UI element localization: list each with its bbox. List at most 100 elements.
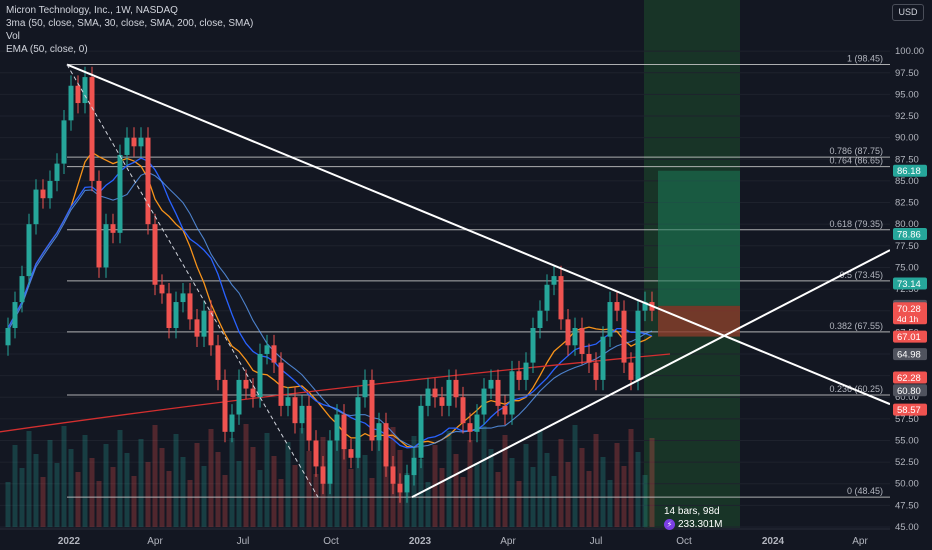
price-label-bg [893, 371, 927, 384]
volume-bar [26, 431, 32, 527]
x-tick-label: Apr [852, 536, 868, 547]
candle-body [537, 310, 543, 329]
candle-body [628, 362, 634, 380]
candle-body [201, 310, 207, 337]
legend-ema[interactable]: EMA (50, close, 0) [6, 44, 88, 55]
candle-body [565, 319, 571, 346]
legend-vol[interactable]: Vol [6, 31, 20, 42]
fib-label: 0.786 (87.75) [829, 146, 883, 156]
x-tick-label: Apr [147, 536, 163, 547]
x-tick-label: 2024 [762, 536, 785, 547]
candle-body [362, 379, 368, 398]
candle-body [418, 405, 424, 458]
volume-bar [61, 426, 67, 527]
x-tick-label: 2023 [409, 536, 432, 547]
volume-bar [47, 440, 53, 527]
volume-bar [12, 445, 18, 527]
volume-bar [523, 444, 529, 527]
price-label-bg [893, 384, 927, 397]
candle-body [586, 353, 592, 363]
volume-bar [341, 446, 347, 527]
candle-body [369, 379, 375, 441]
candle-body [544, 284, 550, 311]
candle-body [642, 302, 648, 311]
y-tick-label: 77.50 [895, 241, 919, 252]
price-label-bg [893, 403, 927, 416]
candle-body [145, 137, 151, 225]
candle-body [635, 310, 641, 380]
volume-bar [5, 482, 11, 527]
volume-bar [586, 471, 592, 527]
price-label: 86.18 [897, 166, 921, 177]
candle-body [600, 336, 606, 380]
volume-bar [348, 469, 354, 527]
candle-body [306, 405, 312, 441]
candle-body [243, 379, 249, 389]
candle-body [229, 414, 235, 432]
x-tick-label: Jul [237, 536, 250, 547]
candle-body [593, 362, 599, 380]
volume-bar [257, 470, 263, 527]
volume-bar [565, 462, 571, 527]
fib-label: 0.5 (73.45) [839, 270, 883, 280]
fib-label: 0.382 (67.55) [829, 321, 883, 331]
y-tick-label: 75.00 [895, 262, 919, 273]
volume-bar [159, 448, 165, 527]
candle-body [292, 397, 298, 424]
volume-bar [243, 424, 249, 527]
legend-title[interactable]: Micron Technology, Inc., 1W, NASDAQ [6, 5, 178, 16]
candle-body [285, 397, 291, 406]
y-tick-label: 45.00 [895, 522, 919, 533]
candle-body [425, 388, 431, 406]
candle-body [103, 224, 109, 268]
stop-zone [658, 305, 740, 337]
candle-body [446, 379, 452, 406]
candle-body [250, 388, 256, 398]
y-tick-label: 55.00 [895, 435, 919, 446]
candle-body [180, 293, 186, 303]
volume-bar [82, 435, 88, 527]
candle-body [117, 154, 123, 233]
price-label: 67.01 [897, 332, 921, 343]
candle-body [411, 457, 417, 476]
x-tick-label: 2022 [58, 536, 81, 547]
candle-body [439, 397, 445, 406]
volume-bar [166, 471, 172, 527]
legend-3ma[interactable]: 3ma (50, close, SMA, 30, close, SMA, 200… [6, 18, 254, 29]
candle-body [26, 224, 32, 277]
currency-button[interactable]: USD [892, 4, 924, 21]
candle-body [551, 276, 557, 285]
candle-body [96, 180, 102, 268]
x-tick-label: Oct [323, 536, 339, 547]
volume-bar [614, 443, 620, 527]
y-tick-label: 52.50 [895, 457, 919, 468]
measure-volume: 233.301M [678, 519, 723, 530]
candle-body [278, 362, 284, 406]
volume-bar [572, 425, 578, 527]
x-tick-label: Jul [590, 536, 603, 547]
volume-bar [376, 441, 382, 527]
candle-body [138, 137, 144, 147]
candle-body [152, 224, 158, 285]
volume-bar [131, 476, 137, 527]
y-tick-label: 97.50 [895, 68, 919, 79]
candle-body [607, 302, 613, 337]
candle-body [376, 423, 382, 441]
ascending-trendline [411, 249, 891, 499]
candle-body [313, 440, 319, 467]
candle-body [208, 310, 214, 346]
volume-bar [495, 472, 501, 527]
volume-bar [68, 449, 74, 527]
candle-body [432, 388, 438, 398]
volume-bar [502, 435, 508, 527]
volume-bar [292, 465, 298, 527]
price-label: 64.98 [897, 350, 921, 361]
candle-body [481, 388, 487, 415]
volume-bar [187, 480, 193, 527]
volume-bar [89, 458, 95, 527]
bolt-icon: ⚡ [664, 519, 675, 530]
volume-bar [40, 477, 46, 527]
candle-body [523, 362, 529, 380]
candle-body [124, 137, 130, 155]
